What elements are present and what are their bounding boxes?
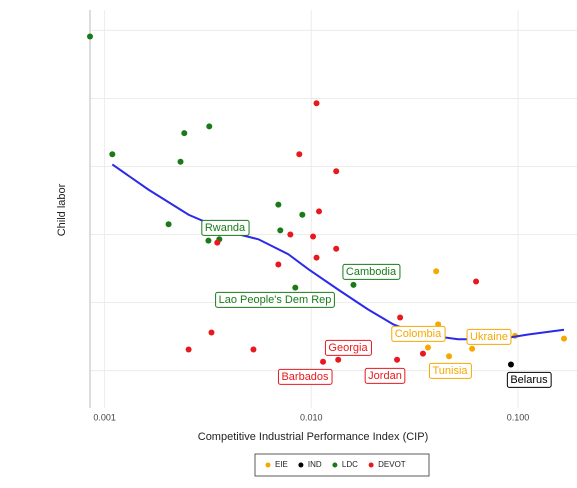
annotation: Jordan <box>364 367 406 384</box>
annotation-text: Jordan <box>368 370 402 382</box>
y-axis-label: Child labor <box>56 183 68 236</box>
point <box>435 321 442 328</box>
annotation-text: Lao People's Dem Rep <box>219 294 332 306</box>
point <box>87 33 93 40</box>
point <box>214 239 221 246</box>
annotation: Colombia <box>391 325 446 342</box>
annotation-box <box>342 263 401 280</box>
annotation-text: Belarus <box>510 374 548 386</box>
annotation-box <box>324 339 372 356</box>
point <box>277 227 284 234</box>
annotation: Tunisia <box>428 362 472 379</box>
annotation-box <box>364 367 406 384</box>
legend-box <box>254 453 430 477</box>
annotation: Georgia <box>324 339 372 356</box>
legend-marker <box>368 462 374 468</box>
point <box>320 358 327 365</box>
point <box>469 345 476 352</box>
point <box>299 211 306 218</box>
x-tick-label: 0.010 <box>300 412 323 422</box>
legend-label: LDC <box>342 460 358 469</box>
point <box>333 245 340 252</box>
x-tick-label: 0.100 <box>507 412 530 422</box>
annotation-text: Barbados <box>281 371 329 383</box>
annotation-text: Ukraine <box>470 331 508 343</box>
annotation-text: Cambodia <box>346 266 397 278</box>
annotation: Lao People's Dem Rep <box>215 291 335 308</box>
point <box>394 356 401 363</box>
point <box>446 353 453 360</box>
point <box>275 201 282 208</box>
point <box>165 221 172 228</box>
legend-marker <box>298 462 304 468</box>
point <box>275 261 282 268</box>
annotation-text: Tunisia <box>432 365 468 377</box>
point <box>296 151 303 158</box>
point <box>292 284 299 291</box>
point <box>181 130 188 137</box>
x-tick-label: 0.001 <box>93 412 116 422</box>
annotation-text: Georgia <box>328 342 368 354</box>
point <box>205 237 212 244</box>
annotation-box <box>391 325 446 342</box>
point <box>313 254 320 261</box>
annotation: Barbados <box>277 368 333 385</box>
legend-marker <box>265 462 271 468</box>
annotation-text: Rwanda <box>205 222 246 234</box>
annotation-box <box>506 371 552 388</box>
annotation-text: Colombia <box>395 328 442 340</box>
point <box>507 361 514 368</box>
point <box>287 231 294 238</box>
point <box>433 268 440 275</box>
annotation: Belarus <box>506 371 552 388</box>
legend-label: DEVOT <box>378 460 406 469</box>
annotation-box <box>201 219 250 236</box>
point <box>206 123 213 130</box>
point <box>350 281 357 288</box>
annotation-box <box>466 328 512 345</box>
point <box>335 356 342 363</box>
annotation-box <box>277 368 333 385</box>
point <box>561 335 568 342</box>
annotation: Rwanda <box>201 219 250 236</box>
point <box>333 168 340 175</box>
legend-marker <box>332 462 338 468</box>
legend-label: EIE <box>275 460 288 469</box>
point <box>473 278 480 285</box>
point <box>310 233 317 240</box>
point <box>185 346 192 353</box>
annotation-box <box>428 362 472 379</box>
point <box>177 158 184 165</box>
legend-label: IND <box>308 460 322 469</box>
point <box>316 208 323 215</box>
point <box>250 346 257 353</box>
point <box>109 151 116 158</box>
point <box>397 314 404 321</box>
annotation: Cambodia <box>342 263 401 280</box>
annotation-box <box>215 291 335 308</box>
point <box>208 329 215 336</box>
point <box>424 344 431 351</box>
point <box>419 350 426 357</box>
x-axis-label: Competitive Industrial Performance Index… <box>198 431 428 443</box>
smooth-line <box>111 163 565 341</box>
annotation: Ukraine <box>466 328 512 345</box>
point <box>313 100 320 107</box>
